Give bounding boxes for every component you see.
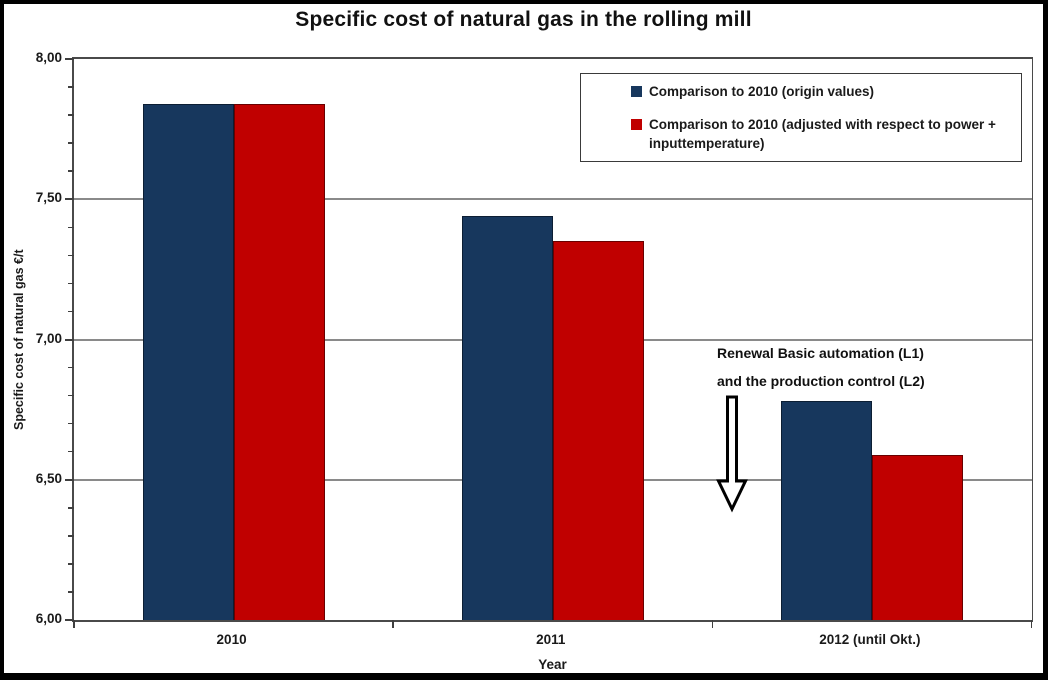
x-axis-tick bbox=[392, 620, 394, 628]
x-axis-category-label: 2010 bbox=[216, 632, 247, 647]
y-axis-minor-tick bbox=[68, 86, 74, 88]
x-axis-title: Year bbox=[538, 657, 567, 672]
y-axis-major-tick bbox=[65, 478, 74, 481]
legend-item: Comparison to 2010 (origin values) bbox=[631, 83, 1007, 102]
y-axis-minor-tick bbox=[68, 394, 74, 397]
chart-title: Specific cost of natural gas in the roll… bbox=[295, 8, 752, 31]
down-block-arrow-icon bbox=[716, 395, 748, 513]
y-gridline bbox=[74, 198, 1032, 201]
bar-blue bbox=[142, 103, 234, 620]
y-axis-tick-label: 6,50 bbox=[35, 470, 62, 486]
y-axis-minor-tick bbox=[68, 450, 74, 453]
y-axis-major-tick bbox=[65, 619, 74, 621]
y-axis-minor-tick bbox=[68, 142, 74, 144]
legend-swatch-red-icon bbox=[631, 118, 642, 130]
y-axis-minor-tick bbox=[68, 535, 74, 537]
legend-swatch-blue-icon bbox=[631, 86, 642, 97]
y-axis-minor-tick bbox=[68, 366, 74, 369]
legend: Comparison to 2010 (origin values) Compa… bbox=[580, 73, 1022, 162]
y-axis-tick-label: 7,00 bbox=[35, 330, 62, 346]
x-axis-tick bbox=[711, 620, 714, 628]
y-axis-minor-tick bbox=[68, 226, 74, 229]
y-axis-tick-label: 6,00 bbox=[35, 611, 62, 626]
y-axis-minor-tick bbox=[68, 310, 74, 313]
legend-label: Comparison to 2010 (adjusted with respec… bbox=[649, 116, 996, 151]
bar-red bbox=[233, 103, 325, 620]
annotation-text-line1: Renewal Basic automation (L1) bbox=[717, 345, 924, 361]
y-axis-minor-tick bbox=[68, 422, 74, 425]
y-axis-minor-tick bbox=[68, 170, 74, 172]
y-axis-major-tick bbox=[65, 338, 74, 341]
y-axis-minor-tick bbox=[68, 563, 74, 565]
y-axis-major-tick bbox=[65, 58, 74, 60]
x-axis-tick bbox=[73, 620, 75, 628]
legend-label: Comparison to 2010 (origin values) bbox=[649, 84, 875, 99]
x-axis-tick bbox=[1030, 620, 1032, 628]
y-axis-tick-label: 8,00 bbox=[35, 50, 62, 65]
legend-item: Comparison to 2010 (adjusted with respec… bbox=[631, 116, 1007, 154]
y-axis-minor-tick bbox=[68, 507, 74, 509]
y-axis-tick-label: 7,50 bbox=[35, 190, 62, 206]
y-axis-major-tick bbox=[65, 198, 74, 201]
annotation-text-line2: and the production control (L2) bbox=[717, 373, 925, 389]
y-axis-minor-tick bbox=[68, 254, 74, 257]
x-axis-category-label: 2012 (until Okt.) bbox=[819, 632, 921, 647]
bar-red bbox=[871, 454, 963, 620]
y-axis-minor-tick bbox=[68, 114, 74, 116]
bar-blue bbox=[461, 216, 553, 620]
y-axis-minor-tick bbox=[68, 282, 74, 285]
x-axis-category-label: 2011 bbox=[536, 632, 566, 647]
y-axis-minor-tick bbox=[68, 591, 74, 593]
bar-blue bbox=[780, 401, 872, 620]
bar-red bbox=[552, 241, 644, 620]
